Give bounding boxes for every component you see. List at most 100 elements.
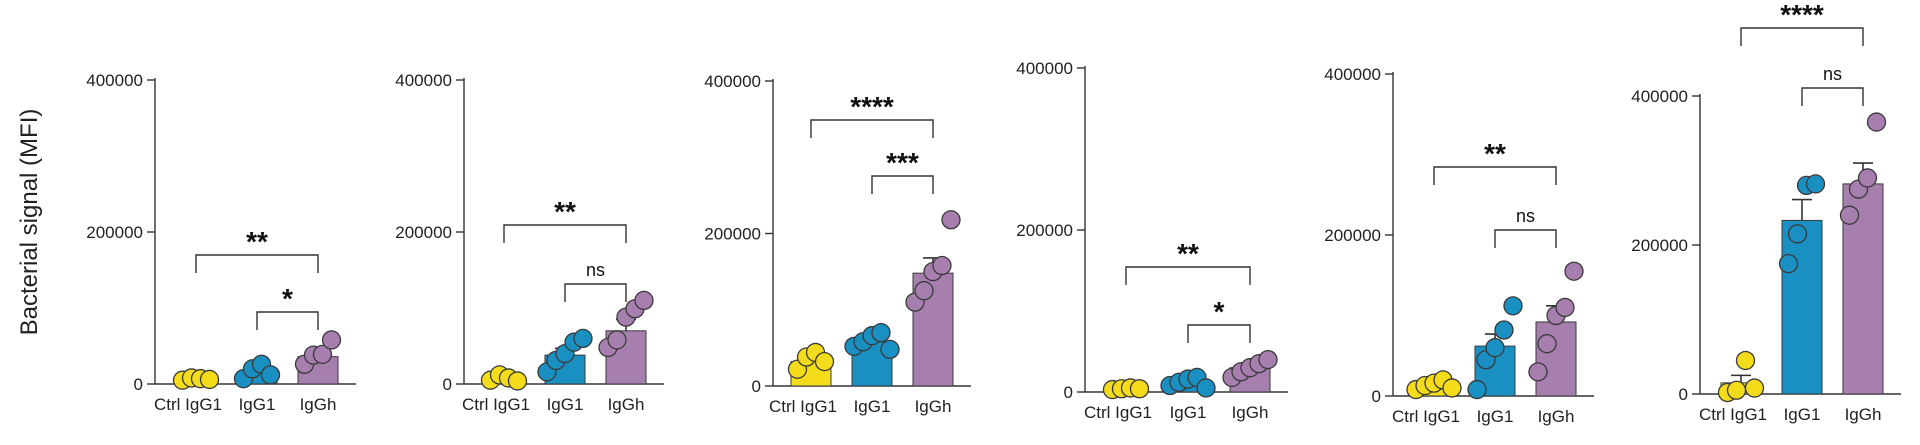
bar-3: [1535, 321, 1577, 397]
data-point: [932, 255, 952, 276]
x-tick-label: IgG1: [1784, 405, 1821, 424]
y-tick-label: 400000: [86, 71, 143, 90]
significance-label: **: [1177, 238, 1199, 269]
x-tick-label: Ctrl IgG1: [462, 395, 530, 414]
significance-label: *: [1214, 296, 1225, 327]
y-tick-label: 0: [1679, 385, 1688, 404]
data-point: [260, 365, 281, 385]
x-tick-label: IgG1: [239, 395, 276, 414]
significance-label: ns: [1516, 206, 1535, 226]
significance-bracket: [564, 283, 627, 302]
x-tick-label: Ctrl IgG1: [154, 395, 222, 414]
y-tick-label: 400000: [1016, 59, 1073, 78]
y-tick-label: 200000: [1631, 236, 1688, 255]
y-tick-label: 200000: [1324, 226, 1381, 245]
data-point: [1467, 379, 1487, 400]
significance-label: **: [554, 196, 576, 227]
panel-6: 0 200000 400000 Ctrl IgG1 IgG1 IgGh **** ns: [1631, 0, 1901, 424]
significance-bracket: [503, 224, 627, 243]
panel-5: 0 200000 400000 Ctrl IgG1 IgG1 IgGh ** ns: [1324, 65, 1594, 426]
significance-bracket: [256, 311, 319, 330]
data-point: [1726, 380, 1747, 400]
significance-label: **: [1484, 138, 1506, 169]
data-point: [814, 351, 835, 372]
x-tick-label: Ctrl IgG1: [1392, 407, 1460, 426]
significance-bracket: [1433, 166, 1557, 185]
x-tick-label: Ctrl IgG1: [769, 397, 837, 416]
x-tick-label: IgG1: [1477, 407, 1514, 426]
x-tick-label: IgGh: [1232, 403, 1269, 422]
data-point: [1503, 296, 1523, 316]
data-point: [507, 371, 528, 391]
significance-label: ***: [886, 147, 919, 178]
y-tick-label: 0: [134, 375, 143, 394]
significance-bracket: [1125, 266, 1251, 285]
data-point: [1555, 297, 1575, 318]
data-point: [1857, 168, 1878, 188]
y-tick-label: 400000: [1631, 87, 1688, 106]
y-tick-label: 400000: [395, 71, 452, 90]
significance-bracket: [1740, 27, 1864, 46]
significance-label: ****: [850, 91, 894, 122]
y-tick-label: 0: [1064, 383, 1073, 402]
y-tick-label: 200000: [395, 223, 452, 242]
y-tick-label: 0: [752, 377, 761, 396]
data-point: [1866, 112, 1887, 132]
y-tick-label: 400000: [704, 72, 761, 91]
data-point: [1528, 362, 1548, 382]
data-point: [1494, 320, 1514, 340]
x-tick-label: IgGh: [608, 395, 645, 414]
bar-2: [1781, 219, 1823, 395]
y-tick-label: 400000: [1324, 65, 1381, 84]
data-point: [880, 339, 900, 360]
significance-label: **: [246, 226, 268, 257]
y-tick-label: 200000: [704, 225, 761, 244]
data-point: [312, 344, 333, 365]
data-point: [607, 330, 627, 350]
y-tick-label: 0: [1372, 387, 1381, 406]
data-point: [199, 369, 220, 390]
data-point: [1442, 378, 1462, 398]
x-tick-label: IgG1: [1170, 403, 1207, 422]
significance-bracket: [1494, 229, 1557, 248]
data-point: [1787, 224, 1808, 244]
data-point: [321, 330, 342, 350]
data-point: [573, 328, 593, 349]
significance-label: *: [282, 283, 293, 314]
y-tick-label: 200000: [86, 223, 143, 242]
x-tick-label: IgG1: [854, 397, 891, 416]
x-tick-label: Ctrl IgG1: [1084, 403, 1152, 422]
significance-label: ns: [586, 260, 605, 280]
x-tick-label: IgGh: [1845, 405, 1882, 424]
significance-bracket: [195, 254, 319, 273]
significance-bracket: [1187, 324, 1251, 343]
significance-label: ****: [1780, 0, 1824, 30]
y-tick-label: 200000: [1016, 221, 1073, 240]
panel-2: 0 200000 400000 Ctrl IgG1 IgG1 IgGh ** ns: [395, 71, 664, 414]
data-point: [1129, 379, 1150, 399]
x-tick-label: Ctrl IgG1: [1699, 405, 1767, 424]
x-tick-label: IgG1: [547, 395, 584, 414]
significance-bracket: [810, 119, 934, 138]
x-tick-label: IgGh: [915, 397, 952, 416]
significance-label: ns: [1823, 64, 1842, 84]
data-point: [1258, 349, 1278, 370]
data-point: [1196, 378, 1216, 398]
data-point: [1485, 338, 1505, 358]
significance-bracket: [1801, 87, 1864, 106]
data-point: [914, 281, 934, 301]
data-point: [1805, 174, 1826, 194]
data-point: [634, 290, 654, 311]
data-point: [1537, 334, 1557, 354]
data-point: [1778, 253, 1799, 274]
data-point: [941, 210, 961, 230]
x-tick-label: IgGh: [1538, 407, 1575, 426]
significance-bracket: [871, 175, 934, 194]
data-point: [1735, 350, 1756, 371]
data-point: [1744, 378, 1765, 398]
data-point: [1839, 205, 1860, 225]
